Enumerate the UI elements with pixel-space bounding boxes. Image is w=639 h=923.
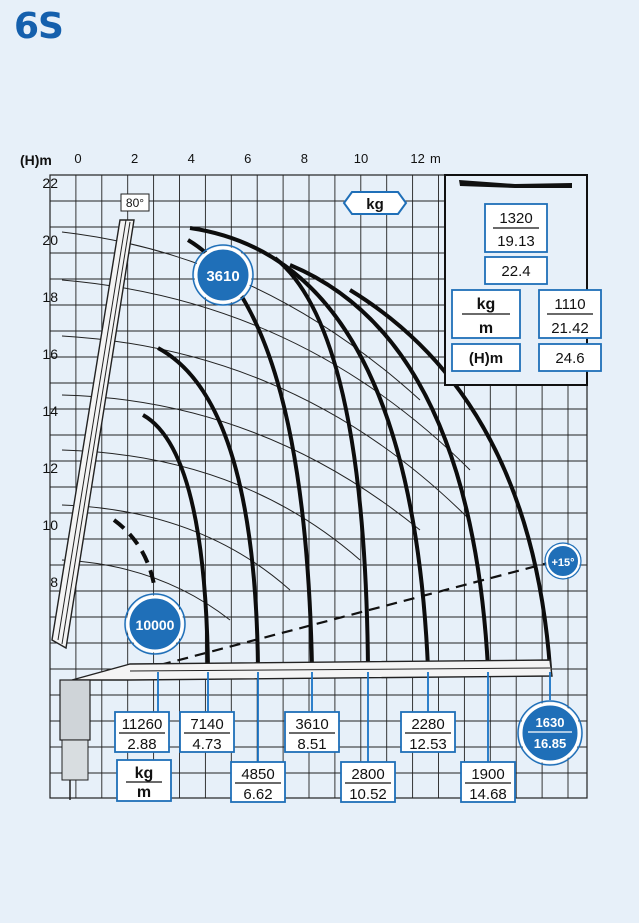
crane-structure [51, 219, 553, 800]
grid [49, 174, 588, 799]
crane-base [61, 739, 89, 781]
x-tick-label: 12 [410, 151, 424, 166]
load-kg: 11260 [122, 716, 163, 733]
load-reach: 14.68 [469, 786, 507, 803]
load-reach: 10.52 [349, 786, 387, 803]
y-tick-label: 8 [50, 574, 58, 590]
load-box: 1900 14.68 [460, 761, 516, 803]
y-tick-label: 22 [42, 175, 58, 191]
svg-text:(H)m: (H)m [469, 350, 503, 367]
y-tick-label: 18 [42, 289, 58, 305]
load-box: 2800 10.52 [340, 761, 396, 803]
load-box: 7140 4.73 [179, 711, 235, 753]
load-boxes: 11260 2.88 7140 4.73 4850 6.62 3610 8.51 2800 10.… [114, 711, 516, 803]
load-curve [348, 288, 552, 669]
near-badge: 10000 [124, 593, 186, 655]
x-tick-label: 10 [354, 151, 368, 166]
y-axis-label: (H)m [20, 152, 52, 168]
load-kg: 3610 [295, 716, 328, 733]
load-curves [112, 226, 552, 669]
load-kg: 1900 [471, 766, 504, 783]
crane-column [59, 679, 91, 741]
y-tick-label: 14 [42, 403, 58, 419]
svg-text:24.6: 24.6 [555, 350, 584, 367]
angle-label-box [120, 193, 150, 212]
load-box: 11260 2.88 [114, 711, 170, 753]
y-tick-label: 16 [42, 346, 58, 362]
x-tick-label: 8 [301, 151, 308, 166]
top-badge: 3610 [192, 244, 254, 306]
y-tick-label: 20 [42, 232, 58, 248]
svg-text:10000: 10000 [136, 617, 175, 633]
svg-text:m: m [479, 320, 493, 337]
x-tick-labels: 0 2 4 6 8 10 12 [74, 151, 424, 166]
svg-text:1110: 1110 [554, 296, 585, 313]
load-kg: 4850 [241, 766, 274, 783]
y-tick-label: 10 [42, 517, 58, 533]
svg-text:kg: kg [477, 296, 496, 313]
load-curve [289, 263, 490, 669]
load-legend: kg m [116, 759, 172, 802]
y-tick-labels: 22 20 18 16 14 12 10 8 [42, 175, 58, 590]
plus-angle-badge: +15° [544, 542, 582, 580]
angle-label: 80° [126, 196, 144, 210]
x-tick-label: 4 [188, 151, 195, 166]
load-reach: 12.53 [409, 736, 447, 753]
svg-text:kg: kg [135, 765, 154, 782]
model-title: 6S [14, 6, 64, 47]
jib-extension-icon [459, 180, 572, 188]
kg-header-badge [342, 191, 408, 215]
load-kg: 2800 [351, 766, 384, 783]
load-box: 3610 8.51 [284, 711, 340, 753]
reach-arc [61, 394, 421, 531]
reach-arc [61, 279, 471, 471]
load-curve [157, 346, 260, 669]
svg-text:1630: 1630 [536, 715, 565, 730]
svg-text:16.85: 16.85 [534, 736, 567, 751]
load-reach: 8.51 [297, 736, 326, 753]
tip-badge: 1630 16.85 [517, 700, 583, 766]
svg-text:+15°: +15° [551, 557, 574, 569]
svg-text:21.42: 21.42 [551, 320, 589, 337]
reach-arc [61, 504, 291, 591]
x-axis-unit: m [430, 151, 441, 166]
x-tick-label: 6 [244, 151, 251, 166]
load-box: 2280 12.53 [400, 711, 456, 753]
svg-text:19.13: 19.13 [497, 233, 535, 250]
svg-text:1320: 1320 [499, 210, 532, 227]
x-tick-label: 0 [74, 151, 81, 166]
svg-text:22.4: 22.4 [501, 263, 530, 280]
load-box: 4850 6.62 [230, 761, 286, 803]
load-kg: 7140 [190, 716, 223, 733]
reach-arc [61, 449, 361, 561]
x-tick-label: 2 [131, 151, 138, 166]
load-reach: 2.88 [127, 736, 156, 753]
load-curve [189, 226, 430, 669]
crane-boom-80 [51, 219, 135, 650]
svg-text:3610: 3610 [206, 268, 239, 285]
load-curve [273, 256, 370, 669]
load-reach: 6.62 [243, 786, 272, 803]
jib-extension-box: 1320 19.13 22.4 kg m 1110 21.42 (H)m 24.… [444, 174, 602, 386]
plus-15-line [159, 561, 549, 667]
svg-text:m: m [137, 784, 151, 801]
load-curve [142, 413, 210, 669]
reach-arc [61, 335, 471, 521]
y-tick-label: 12 [42, 460, 58, 476]
load-reach: 4.73 [192, 736, 221, 753]
kg-header-label: kg [366, 196, 384, 213]
load-curve-dashed [112, 518, 157, 591]
load-kg: 2280 [411, 716, 444, 733]
